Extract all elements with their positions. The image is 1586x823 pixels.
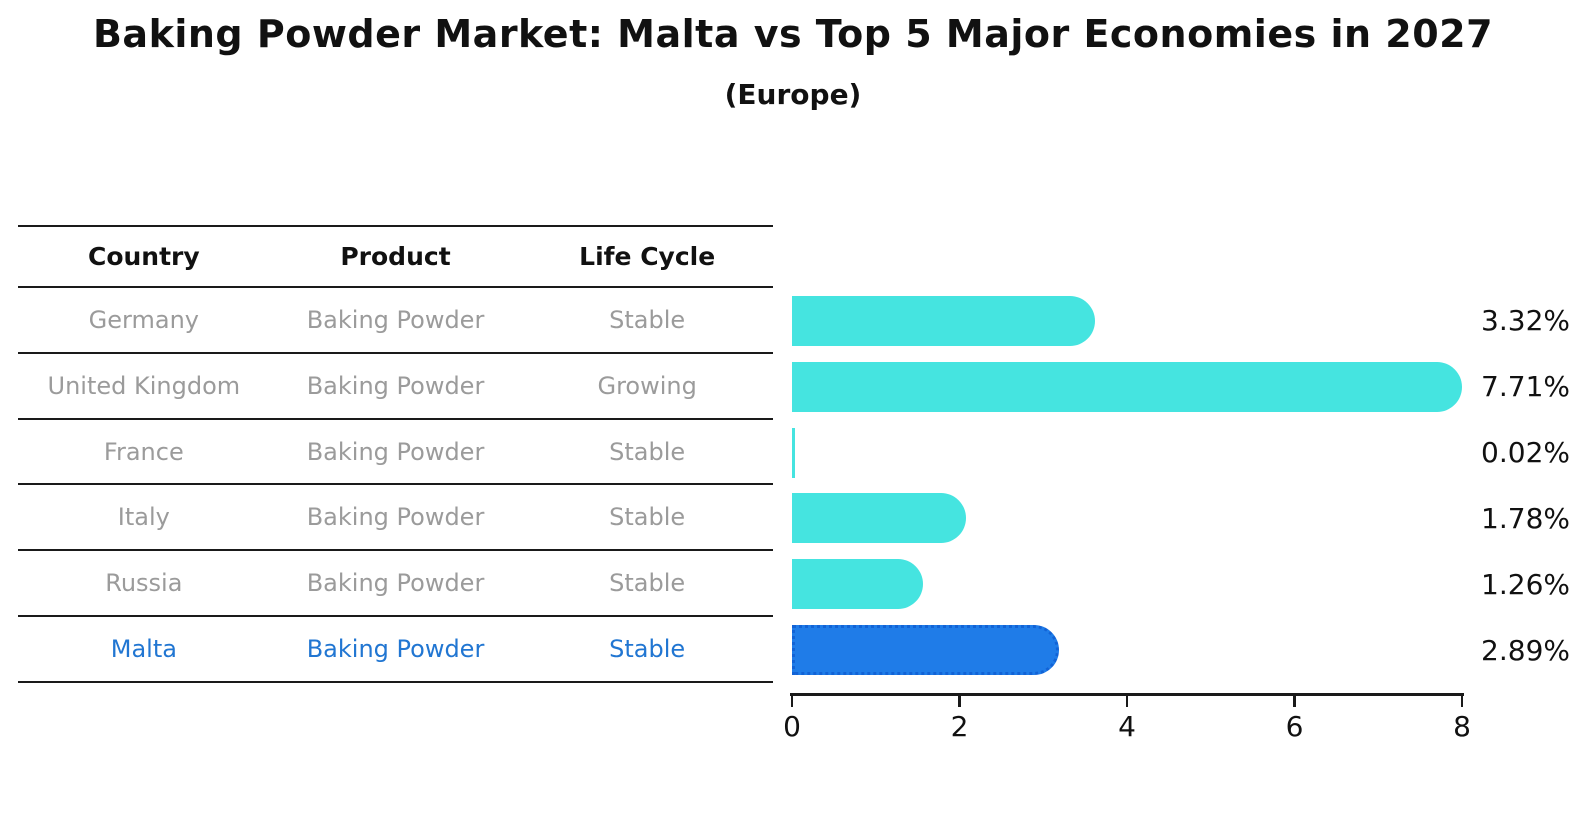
x-tick-mark [1125, 696, 1129, 707]
bar-row [792, 288, 1462, 354]
bar-germany [792, 295, 1096, 346]
table-cell-life-cycle: Growing [597, 371, 697, 400]
value-label: 2.89% [1481, 633, 1570, 667]
value-label: 1.78% [1481, 501, 1570, 535]
table-cell-life-cycle: Stable [609, 437, 686, 466]
table-header-product: Product [340, 242, 451, 271]
table-cell-product: Baking Powder [306, 437, 485, 466]
bar-italy [792, 493, 967, 544]
bar-row [792, 485, 1462, 551]
value-label: 7.71% [1481, 370, 1570, 404]
value-label: 1.26% [1481, 567, 1570, 601]
table-cell-country: United Kingdom [47, 371, 241, 400]
bar-chart-plot-area [792, 288, 1462, 683]
x-tick-mark [790, 696, 794, 707]
bar-row [792, 551, 1462, 617]
table-header-row: Country Product Life Cycle [18, 225, 773, 288]
table-row: Italy Baking Powder Stable [18, 485, 773, 552]
value-labels: 3.32% 7.71% 0.02% 1.78% 1.26% 2.89% [1470, 288, 1570, 683]
x-axis-ticks: 0 2 4 6 8 [783, 696, 1471, 756]
x-tick-mark [958, 696, 961, 707]
table-row: Germany Baking Powder Stable [18, 288, 773, 354]
x-tick-label: 6 [1285, 710, 1304, 743]
table-cell-product: Baking Powder [306, 569, 485, 598]
bar-row [792, 617, 1462, 683]
table-row: Russia Baking Powder Stable [18, 551, 773, 618]
chart-subtitle: (Europe) [724, 78, 862, 111]
table-cell-life-cycle: Stable [609, 305, 686, 334]
table-cell-product: Baking Powder [306, 371, 485, 400]
x-axis-line [790, 693, 1464, 696]
chart-title: Baking Powder Market: Malta vs Top 5 Maj… [92, 12, 1494, 56]
table-cell-life-cycle: Stable [609, 635, 686, 664]
table-cell-country: Germany [88, 305, 199, 334]
table-header-country: Country [87, 242, 200, 271]
table-cell-life-cycle: Stable [609, 569, 686, 598]
value-label: 3.32% [1481, 304, 1570, 338]
bar-row [792, 354, 1462, 420]
x-tick-label: 4 [1118, 710, 1136, 743]
table-cell-country: Malta [110, 635, 177, 664]
bar-united-kingdom [792, 361, 1462, 412]
x-tick-label: 2 [950, 710, 969, 743]
table-header-life-cycle: Life Cycle [579, 242, 716, 271]
bar-france [792, 427, 795, 478]
x-tick-mark [1293, 696, 1296, 707]
x-tick-label: 8 [1453, 710, 1471, 743]
table-row: France Baking Powder Stable [18, 420, 773, 486]
table-cell-country: Russia [105, 569, 183, 598]
value-label: 0.02% [1481, 436, 1570, 470]
bar-malta [792, 625, 1060, 676]
table-cell-product: Baking Powder [306, 635, 485, 664]
table-cell-product: Baking Powder [306, 503, 485, 532]
table-body: Germany Baking Powder Stable United Kingdom… [18, 288, 773, 683]
table-cell-life-cycle: Stable [609, 503, 686, 532]
table-cell-country: Italy [117, 503, 170, 532]
x-tick-mark [1460, 696, 1464, 707]
bar-row [792, 420, 1462, 486]
table-cell-product: Baking Powder [306, 305, 485, 334]
table-row: Malta Baking Powder Stable [18, 617, 773, 683]
table-row: United Kingdom Baking Powder Growing [18, 354, 773, 420]
bar-russia [792, 559, 923, 610]
x-tick-label: 0 [783, 710, 801, 743]
table-cell-country: France [103, 437, 184, 466]
country-table: Country Product Life Cycle Germany Baking… [18, 225, 773, 683]
